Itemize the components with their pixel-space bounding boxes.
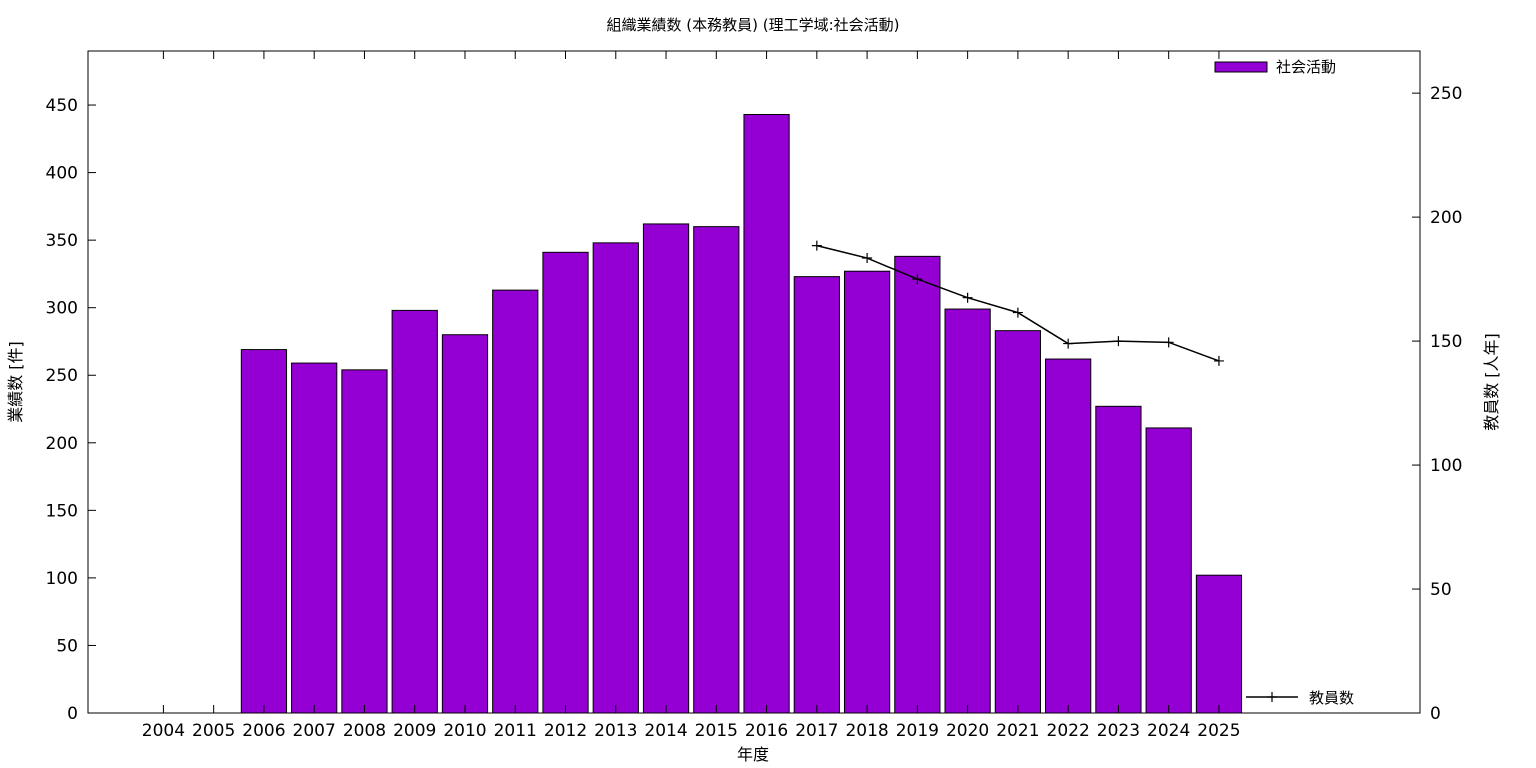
x-tick-label: 2017 bbox=[795, 721, 838, 741]
y2-axis-title: 教員数 [人年] bbox=[1482, 333, 1501, 431]
bar-2019 bbox=[894, 255, 941, 714]
y-tick-label: 0 bbox=[67, 704, 78, 724]
x-tick-label: 2021 bbox=[996, 721, 1039, 741]
y-tick-label: 50 bbox=[56, 636, 78, 656]
bar-2017 bbox=[793, 276, 840, 714]
x-tick-label: 2009 bbox=[393, 721, 436, 741]
legend-line-marker bbox=[1267, 692, 1277, 702]
point-2021 bbox=[1012, 307, 1023, 318]
x-axis-title: 年度 bbox=[737, 745, 769, 764]
x-tick-label: 2006 bbox=[242, 721, 285, 741]
x-tick-label: 2023 bbox=[1097, 721, 1140, 741]
x-tick-label: 2010 bbox=[443, 721, 486, 741]
bar-2014 bbox=[642, 223, 690, 714]
x-tick-label: 2025 bbox=[1197, 721, 1240, 741]
legend-bar-label: 社会活動 bbox=[1276, 58, 1336, 76]
bar-2011 bbox=[492, 289, 539, 714]
bar-2008 bbox=[341, 369, 388, 714]
x-tick-label: 2016 bbox=[745, 721, 788, 741]
point-2017 bbox=[811, 240, 822, 251]
x-tick-label: 2011 bbox=[494, 721, 537, 741]
bar-2007 bbox=[291, 362, 338, 714]
legend-line-label: 教員数 bbox=[1309, 689, 1354, 707]
point-2022 bbox=[1063, 338, 1074, 349]
x-tick-label: 2014 bbox=[644, 721, 687, 741]
point-2024 bbox=[1163, 337, 1174, 348]
axis-ticks bbox=[88, 51, 1420, 714]
line-series bbox=[811, 240, 1224, 366]
y-tick-label: 100 bbox=[46, 569, 78, 589]
point-2023 bbox=[1113, 336, 1124, 347]
bar-2025 bbox=[1195, 574, 1243, 714]
bar-2023 bbox=[1095, 405, 1142, 714]
x-tick-label: 2004 bbox=[142, 721, 185, 741]
plot-frame bbox=[87, 50, 1421, 714]
legend-bar: 社会活動 bbox=[1214, 58, 1336, 76]
y-tick-label: 300 bbox=[46, 299, 78, 319]
bar-2018 bbox=[843, 270, 891, 714]
point-2019 bbox=[912, 274, 923, 285]
y-tick-label: 450 bbox=[46, 96, 78, 116]
y2-tick-labels: 0 50 100 150 200 250 bbox=[1430, 84, 1462, 724]
y2-tick-label: 50 bbox=[1430, 580, 1452, 600]
x-tick-label: 2022 bbox=[1047, 721, 1090, 741]
bar-2009 bbox=[391, 309, 438, 714]
chart-title: 組織業績数 (本務教員) (理工学域:社会活動) bbox=[607, 16, 900, 34]
legend-line: 教員数 bbox=[1246, 689, 1354, 707]
bar-2016 bbox=[743, 113, 790, 714]
y-tick-labels: 0 50 100 150 200 250 300 350 400 450 bbox=[46, 96, 78, 724]
bar-2024 bbox=[1145, 427, 1192, 714]
y2-tick-label: 250 bbox=[1430, 84, 1462, 104]
x-tick-label: 2019 bbox=[896, 721, 939, 741]
x-tick-label: 2012 bbox=[544, 721, 587, 741]
bar-series bbox=[240, 113, 1243, 714]
bar-2013 bbox=[592, 242, 639, 714]
x-tick-label: 2013 bbox=[594, 721, 637, 741]
x-tick-label: 2015 bbox=[695, 721, 738, 741]
bar-2006 bbox=[240, 349, 288, 714]
y2-tick-label: 150 bbox=[1430, 332, 1462, 352]
point-2025 bbox=[1213, 355, 1224, 366]
bar-2015 bbox=[693, 226, 740, 714]
legend-bar-swatch bbox=[1214, 61, 1268, 73]
y-tick-label: 350 bbox=[46, 231, 78, 251]
y-tick-label: 150 bbox=[46, 501, 78, 521]
x-tick-label: 2018 bbox=[845, 721, 888, 741]
y2-tick-label: 200 bbox=[1430, 208, 1462, 228]
x-tick-label: 2024 bbox=[1147, 721, 1190, 741]
x-tick-label: 2008 bbox=[343, 721, 386, 741]
y2-tick-label: 100 bbox=[1430, 456, 1462, 476]
bar-2012 bbox=[542, 251, 589, 714]
bar-2020 bbox=[944, 308, 991, 714]
y-tick-label: 200 bbox=[46, 434, 78, 454]
y2-tick-label: 0 bbox=[1430, 704, 1441, 724]
x-tick-label: 2007 bbox=[293, 721, 336, 741]
y-tick-label: 400 bbox=[46, 164, 78, 184]
point-2018 bbox=[862, 253, 873, 264]
y-tick-label: 250 bbox=[46, 366, 78, 386]
y-axis-title: 業績数 [件] bbox=[6, 341, 25, 423]
x-tick-labels: 2004 2005 2006 2007 2008 2009 2010 2011 2012 2013… bbox=[142, 721, 1241, 741]
bar-2010 bbox=[441, 334, 489, 714]
bar-2021 bbox=[994, 330, 1042, 714]
x-tick-label: 2020 bbox=[946, 721, 989, 741]
x-tick-label: 2005 bbox=[192, 721, 235, 741]
bar-2022 bbox=[1045, 358, 1092, 714]
point-2020 bbox=[962, 292, 973, 303]
